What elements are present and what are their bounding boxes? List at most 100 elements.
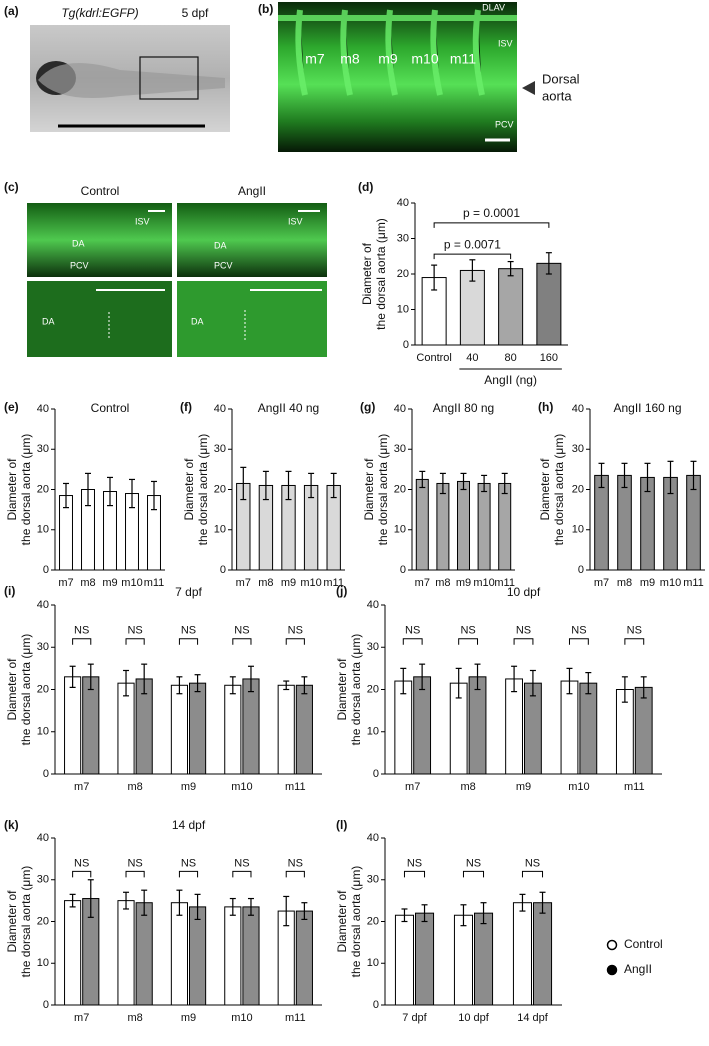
error-bar	[419, 663, 426, 691]
significance-bracket	[232, 638, 252, 645]
significance-bracket	[433, 222, 550, 228]
significance-label: NS	[234, 625, 249, 637]
error-bar	[301, 902, 308, 921]
bar	[303, 484, 319, 571]
bar	[477, 482, 491, 571]
x-tick-label: m11	[323, 577, 344, 589]
legend-marker	[606, 939, 618, 951]
x-tick-label: 10 dpf	[458, 1012, 490, 1024]
chart-title: AngII 40 ng	[258, 401, 319, 415]
chart-title: AngII 80 ng	[433, 401, 494, 415]
y-tick-label: 0	[373, 999, 379, 1011]
bar	[277, 684, 295, 775]
error-bar	[474, 663, 481, 691]
error-bar	[87, 663, 94, 691]
significance-label: NS	[627, 625, 642, 637]
x-tick-label: m7	[74, 781, 89, 793]
y-tick-label: 0	[400, 564, 406, 576]
significance-bracket	[232, 870, 252, 878]
error-bar	[107, 476, 113, 507]
significance-label: NS	[288, 857, 303, 869]
significance-label: NS	[460, 625, 475, 637]
x-tick-label: m10	[660, 577, 681, 589]
group-label: AngII (ng)	[484, 373, 537, 387]
bar	[594, 474, 609, 571]
error-bar	[519, 893, 526, 912]
error-bar	[400, 667, 407, 695]
significance-label: NS	[571, 625, 586, 637]
y-axis-label-line: Diameter of	[335, 890, 349, 953]
segment-label: m7	[305, 51, 325, 67]
y-axis-label-line: the dorsal aorta (μm)	[19, 634, 33, 746]
segment-label: m10	[411, 51, 438, 67]
y-axis-label: Diameter ofthe dorsal aorta (μm)	[362, 434, 390, 546]
significance-label: p = 0.0001	[463, 206, 520, 220]
error-bar	[460, 472, 467, 491]
column-title: AngII	[238, 184, 266, 198]
error-bar	[194, 893, 201, 921]
y-tick-label: 40	[37, 599, 49, 611]
x-tick-label: m11	[285, 781, 306, 793]
x-tick-label: m9	[181, 1012, 196, 1024]
bar	[533, 902, 553, 1006]
x-tick-label: m7	[594, 577, 609, 589]
x-tick-label: m8	[460, 781, 475, 793]
x-tick-label: m10	[300, 577, 321, 589]
y-axis-label-line: the dorsal aorta (μm)	[374, 218, 388, 330]
y-tick-label: 30	[37, 641, 49, 653]
arrow-label: aorta	[542, 88, 572, 103]
y-tick-label: 20	[367, 915, 379, 927]
bar	[117, 900, 135, 1006]
legend-marker	[606, 964, 618, 976]
error-bar	[621, 676, 628, 703]
error-bar	[176, 889, 183, 916]
bar	[415, 478, 429, 571]
x-tick-label: 80	[505, 352, 517, 364]
error-bar	[123, 669, 130, 697]
y-tick-label: 30	[367, 874, 379, 886]
error-bar	[545, 252, 552, 275]
micrograph	[27, 203, 172, 277]
error-bar	[511, 665, 518, 693]
significance-label: NS	[525, 857, 540, 869]
y-tick-label: 10	[572, 524, 584, 536]
error-bar	[283, 680, 290, 691]
bar	[498, 268, 524, 346]
significance-bracket	[125, 638, 145, 645]
image-label: DA	[214, 240, 227, 250]
error-bar	[507, 260, 514, 277]
error-bar	[539, 891, 546, 914]
y-tick-label: 40	[37, 403, 49, 415]
error-bar	[308, 472, 315, 499]
y-tick-label: 10	[367, 957, 379, 969]
y-tick-label: 20	[37, 915, 49, 927]
error-bar	[240, 466, 247, 501]
segment-label: m8	[340, 51, 360, 67]
error-bar	[431, 264, 438, 291]
error-bar	[469, 259, 476, 282]
bar	[170, 684, 188, 775]
x-tick-label: m8	[258, 577, 273, 589]
y-tick-label: 0	[43, 564, 49, 576]
y-axis-label-line: the dorsal aorta (μm)	[19, 866, 33, 978]
y-tick-label: 20	[394, 483, 406, 495]
error-bar	[141, 889, 148, 916]
bar	[135, 902, 153, 1006]
bar	[64, 900, 82, 1006]
significance-bracket	[513, 638, 534, 645]
y-axis-label-line: the dorsal aorta (μm)	[349, 634, 363, 746]
image-label: ISV	[498, 38, 513, 48]
y-axis-label-line: the dorsal aorta (μm)	[19, 434, 33, 546]
y-tick-label: 10	[367, 726, 379, 738]
significance-bracket	[521, 870, 544, 878]
y-tick-label: 30	[37, 443, 49, 455]
panel-label: (l)	[336, 818, 347, 832]
error-bar	[585, 671, 592, 695]
significance-bracket	[624, 638, 645, 645]
image-title: Tg(kdrl:EGFP)	[61, 6, 138, 20]
significance-bracket	[178, 870, 199, 878]
micrograph	[177, 203, 327, 277]
y-tick-label: 40	[397, 197, 409, 209]
y-tick-label: 10	[394, 524, 406, 536]
y-axis-label: Diameter ofthe dorsal aorta (μm)	[5, 634, 33, 746]
